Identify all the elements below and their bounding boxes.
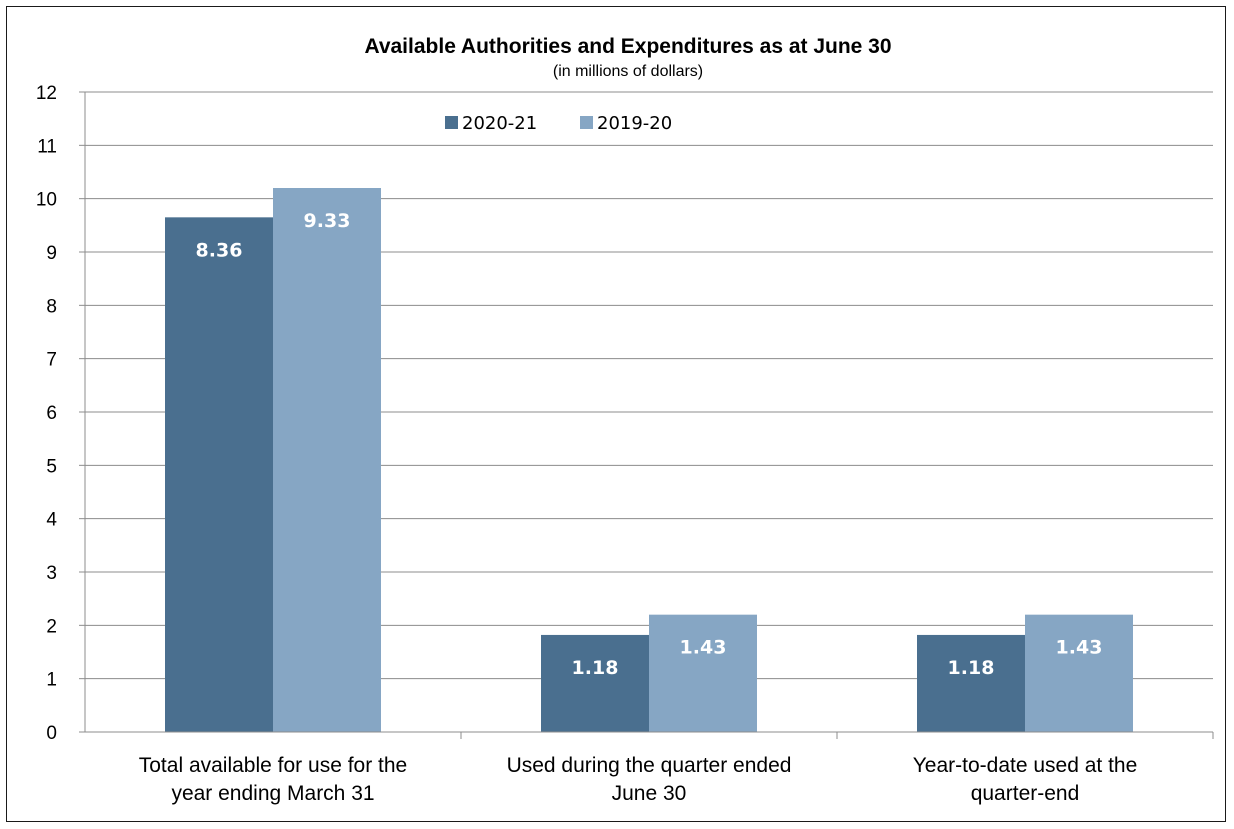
y-tick-label: 2 bbox=[46, 616, 57, 637]
bars: 8.36 9.33 1.18 1.43 1.18 1.43 bbox=[165, 188, 1133, 733]
chart-title: Available Authorities and Expenditures a… bbox=[364, 35, 891, 58]
y-tick-label: 10 bbox=[36, 190, 57, 211]
data-label: 1.43 bbox=[1056, 637, 1103, 659]
y-tick-label: 11 bbox=[37, 136, 57, 157]
y-tick-label: 12 bbox=[36, 83, 57, 104]
bar-2020-21 bbox=[917, 634, 1025, 732]
y-tick-label: 5 bbox=[46, 456, 57, 477]
x-category-label: Used during the quarter ended bbox=[507, 754, 792, 777]
bar-2020-21 bbox=[165, 217, 273, 733]
bar-2019-20 bbox=[1025, 614, 1133, 732]
y-tick-label: 1 bbox=[46, 670, 57, 691]
data-label: 8.36 bbox=[196, 239, 243, 261]
bar-2019-20 bbox=[649, 614, 757, 732]
chart-subtitle: (in millions of dollars) bbox=[553, 63, 703, 80]
data-label: 1.43 bbox=[680, 637, 727, 659]
y-tick-label: 4 bbox=[46, 510, 57, 531]
legend-swatch bbox=[445, 116, 458, 129]
x-category-label: June 30 bbox=[612, 782, 687, 805]
legend-swatch bbox=[580, 116, 593, 129]
x-category-label: year ending March 31 bbox=[171, 782, 374, 805]
data-label: 1.18 bbox=[948, 657, 995, 679]
data-label: 1.18 bbox=[572, 657, 619, 679]
x-category-label: Total available for use for the bbox=[139, 754, 408, 777]
y-tick-label: 7 bbox=[46, 350, 57, 371]
data-label: 9.33 bbox=[304, 210, 351, 232]
legend-label: 2019-20 bbox=[597, 113, 672, 134]
bar-2019-20 bbox=[273, 188, 381, 732]
x-category-label: quarter-end bbox=[971, 782, 1080, 805]
y-tick-label: 9 bbox=[46, 243, 57, 264]
y-tick-label: 8 bbox=[46, 296, 57, 317]
x-category-label: Year-to-date used at the bbox=[913, 754, 1138, 777]
legend: 2020-21 2019-20 bbox=[445, 113, 672, 134]
legend-label: 2020-21 bbox=[462, 113, 537, 134]
y-tick-label: 3 bbox=[46, 563, 57, 584]
bar-2020-21 bbox=[541, 634, 649, 732]
y-tick-label: 6 bbox=[46, 403, 57, 424]
y-tick-label: 0 bbox=[46, 723, 57, 744]
